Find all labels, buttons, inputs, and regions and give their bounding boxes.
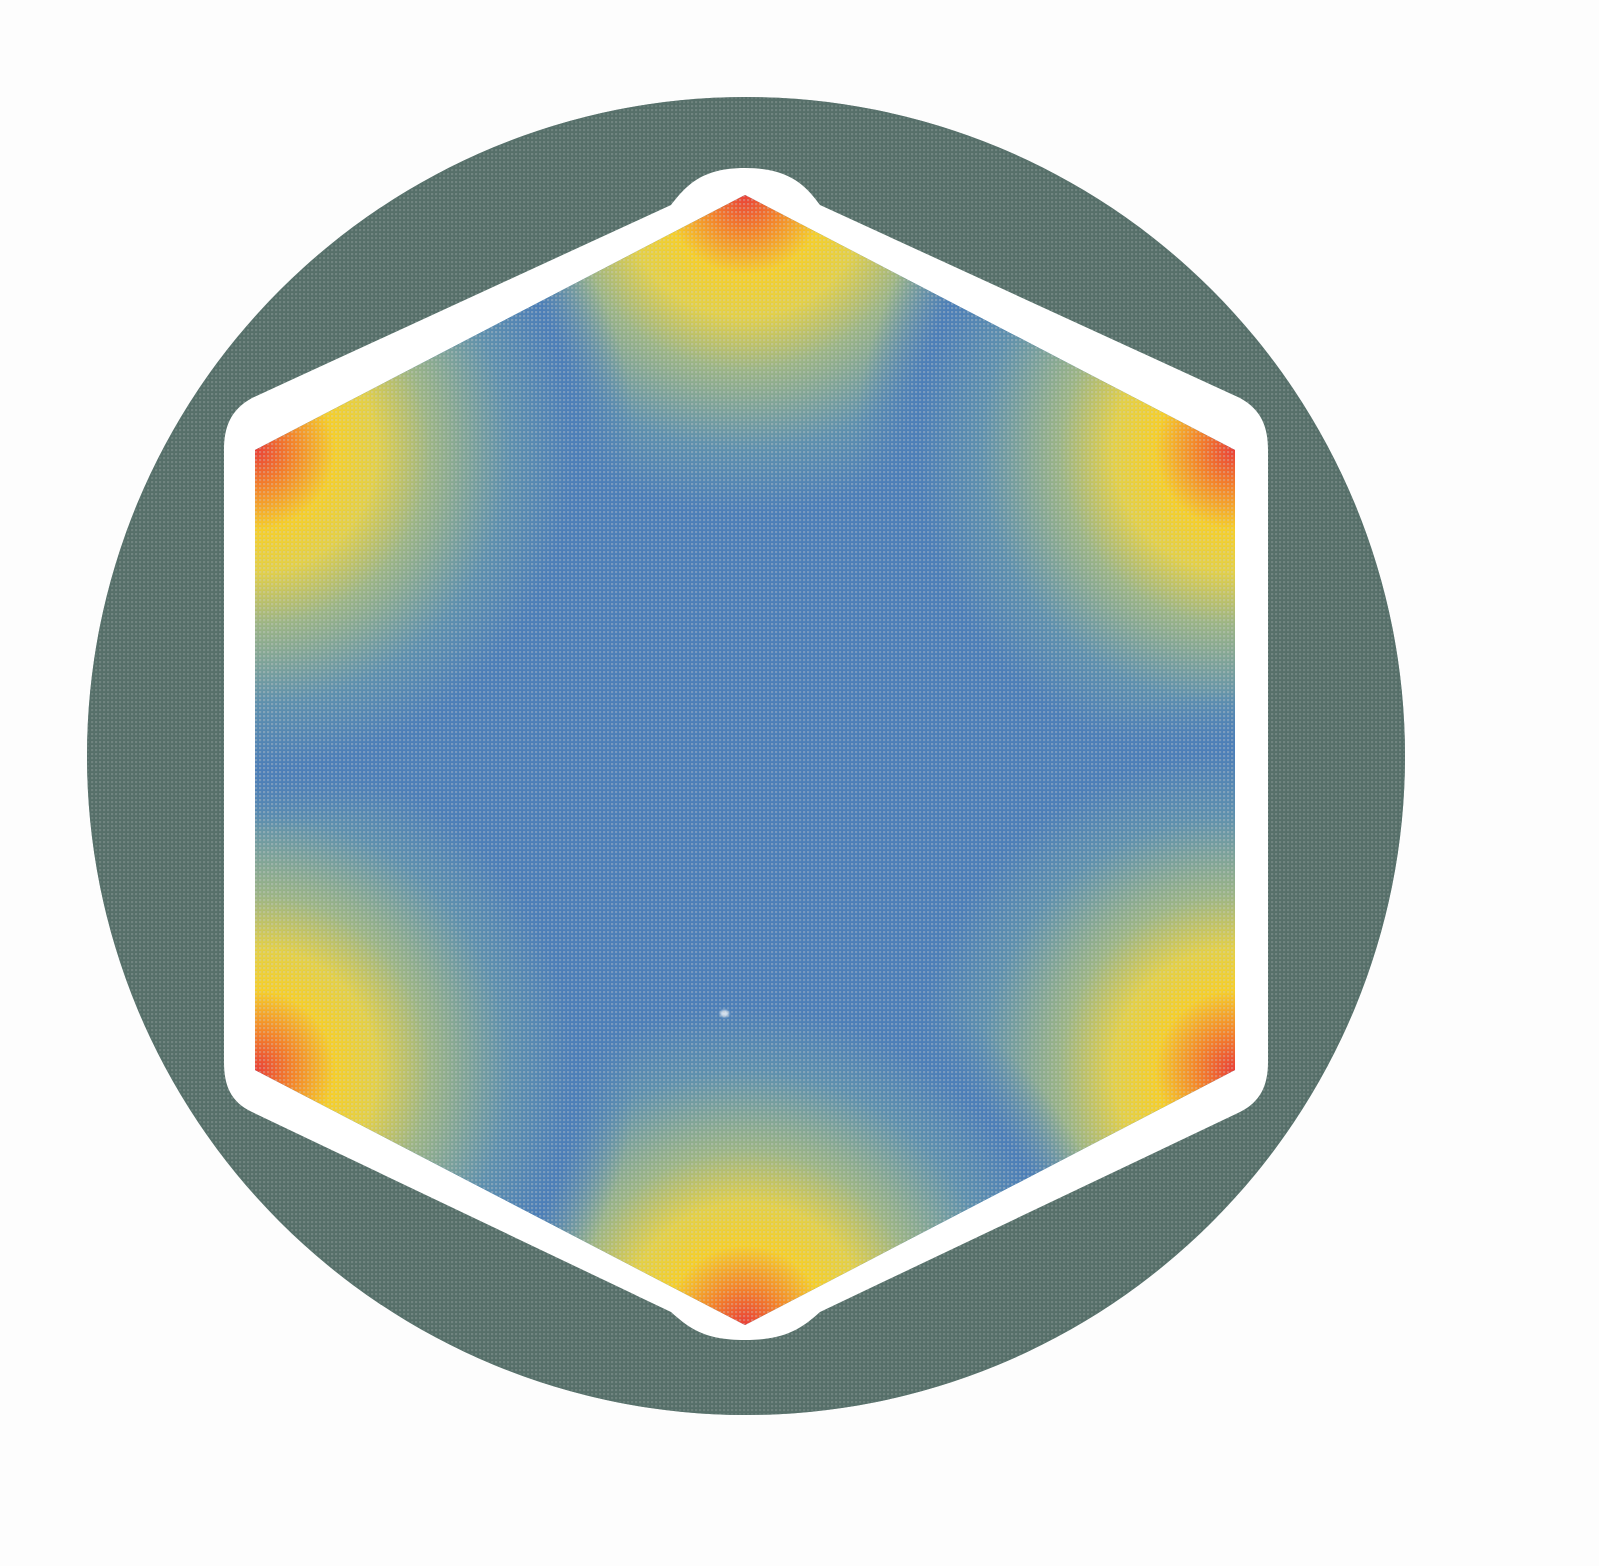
scan-speck-artifact xyxy=(720,1010,729,1017)
hexagon-heatmap xyxy=(255,195,1235,1325)
hexagon-clip-region xyxy=(255,195,1235,1325)
